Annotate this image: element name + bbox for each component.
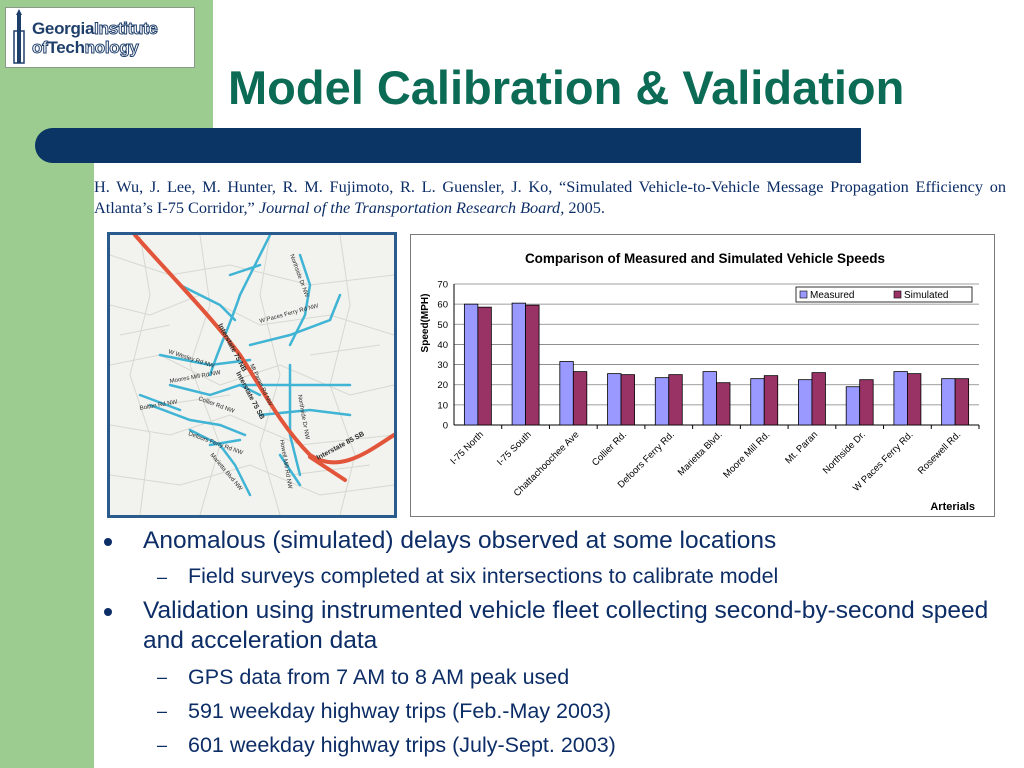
chart-bar-simulated	[477, 306, 492, 426]
chart-legend-box	[795, 286, 973, 303]
chart-x-tick-label: Moore Mill Rd.	[721, 429, 772, 480]
chart-y-tick-label: 10	[437, 400, 448, 411]
chart-bar-simulated	[811, 372, 826, 426]
chart-y-tick-label: 60	[437, 300, 448, 311]
map-label-northside-2: Northside Dr NW	[296, 394, 310, 440]
sub-bullet-dash: –	[157, 667, 168, 687]
chart-bar-simulated	[668, 374, 683, 426]
citation-journal: Journal of the Transportation Research B…	[258, 198, 565, 217]
chart-bar-simulated	[572, 371, 588, 426]
sub-bullet-item: GPS data from 7 AM to 8 AM peak used	[188, 665, 570, 689]
chart-bar-measured	[559, 361, 574, 426]
sub-bullet-dash: –	[157, 701, 168, 721]
chart-y-tick-label: 20	[437, 380, 448, 391]
chart-svg: Comparison of Measured and Simulated Veh…	[420, 251, 980, 513]
chart-y-tick-label: 30	[437, 360, 448, 371]
highways	[133, 235, 394, 482]
citation-authors-title: H. Wu, J. Lee, M. Hunter, R. M. Fujimoto…	[94, 177, 1006, 217]
bullet-dot	[104, 538, 112, 546]
logo-word-georgia: Georgia	[32, 19, 95, 38]
chart-bar-simulated	[907, 373, 922, 426]
chart-legend-swatch	[799, 290, 808, 299]
road-network-map: Interstate 75 NB Interstate 75 SB Inters…	[107, 232, 397, 518]
logo-word-institute: Institute	[94, 19, 159, 39]
bullet-item: Anomalous (simulated) delays observed at…	[143, 527, 777, 554]
chart-y-tick-label: 50	[437, 320, 448, 331]
logo-word-of: of	[31, 38, 48, 58]
chart-y-tick-label: 40	[437, 340, 448, 351]
chart-x-tick-label: Rosewell Rd.	[916, 429, 963, 476]
chart-legend: Measured Simulated	[795, 286, 973, 303]
chart-bars	[463, 302, 970, 426]
sub-bullet-dash: –	[157, 567, 168, 587]
map-label-defoors: Defoors Ferry Rd NW	[187, 431, 244, 456]
i75-route	[133, 235, 394, 465]
chart-bar-measured	[607, 373, 622, 426]
citation-year: 2005.	[564, 198, 605, 217]
chart-x-tick-label: Collier Rd.	[590, 429, 629, 468]
tower-icon	[13, 9, 25, 64]
chart-y-axis-label: Speed(MPH)	[420, 294, 431, 353]
sub-bullet-item: 591 weekday highway trips (Feb.-May 2003…	[188, 699, 612, 723]
chart-bar-simulated	[859, 379, 874, 426]
chart-bar-simulated	[716, 382, 731, 426]
sub-bullet-item: Field surveys completed at six intersect…	[188, 564, 779, 588]
chart-bar-measured	[702, 371, 717, 426]
chart-bar-measured	[750, 378, 765, 426]
map-label-collier: Collier Rd NW	[197, 396, 235, 415]
chart-bar-simulated	[763, 375, 779, 426]
chart-bar-measured	[654, 377, 670, 426]
chart-x-axis-label: Arterials	[930, 501, 975, 513]
chart-x-tick-label: I-75 South	[495, 429, 534, 468]
title-underline-bar	[35, 128, 861, 163]
chart-y-tick-label: 0	[443, 421, 448, 432]
bullet-item: Validation using instrumented vehicle fl…	[143, 597, 989, 654]
chart-bar-measured	[798, 379, 813, 426]
chart-legend-label: Measured	[810, 290, 854, 301]
chart-bar-measured	[941, 378, 956, 426]
chart-bar-measured	[511, 302, 526, 426]
sub-bullet-dash: –	[157, 735, 168, 755]
citation: H. Wu, J. Lee, M. Hunter, R. M. Fujimoto…	[94, 176, 1006, 218]
georgia-tech-logo: GeorgiaInstitute ofTechnology	[5, 7, 195, 68]
chart-bar-simulated	[954, 378, 970, 426]
chart-bar-measured	[845, 386, 861, 426]
chart-x-tick-label: Mt. Paran	[783, 429, 820, 466]
sub-bullet-item: 601 weekday highway trips (July-Sept. 20…	[188, 733, 616, 757]
speed-comparison-chart: Comparison of Measured and Simulated Veh…	[410, 234, 995, 517]
chart-bar-measured	[893, 371, 908, 426]
map-label-howell-mill: Howell Mill Rd NW	[278, 439, 293, 489]
logo-word-tech: Tech	[47, 38, 85, 57]
chart-x-tick-label: Marietta Blvd.	[676, 429, 725, 478]
chart-bar-measured	[463, 303, 479, 426]
chart-title: Comparison of Measured and Simulated Veh…	[525, 251, 885, 266]
chart-x-tick-label: Northside Dr.	[821, 429, 868, 476]
map-label-w-wesley: W Wesley Rd NW	[167, 349, 215, 370]
chart-bar-simulated	[620, 374, 635, 426]
bullet-dot	[104, 608, 112, 616]
chart-legend-swatch	[893, 290, 902, 299]
chart-bar-simulated	[525, 304, 540, 426]
chart-legend-label: Simulated	[904, 290, 948, 301]
map-svg: Interstate 75 NB Interstate 75 SB Inters…	[110, 235, 394, 515]
chart-x-tick-label: I-75 North	[448, 429, 486, 467]
map-label-w-paces: W Paces Ferry Rd NW	[259, 303, 319, 325]
slide-title: Model Calibration & Validation	[228, 61, 905, 114]
chart-y-tick-label: 70	[437, 280, 448, 291]
logo-word-nology: nology	[84, 38, 139, 58]
